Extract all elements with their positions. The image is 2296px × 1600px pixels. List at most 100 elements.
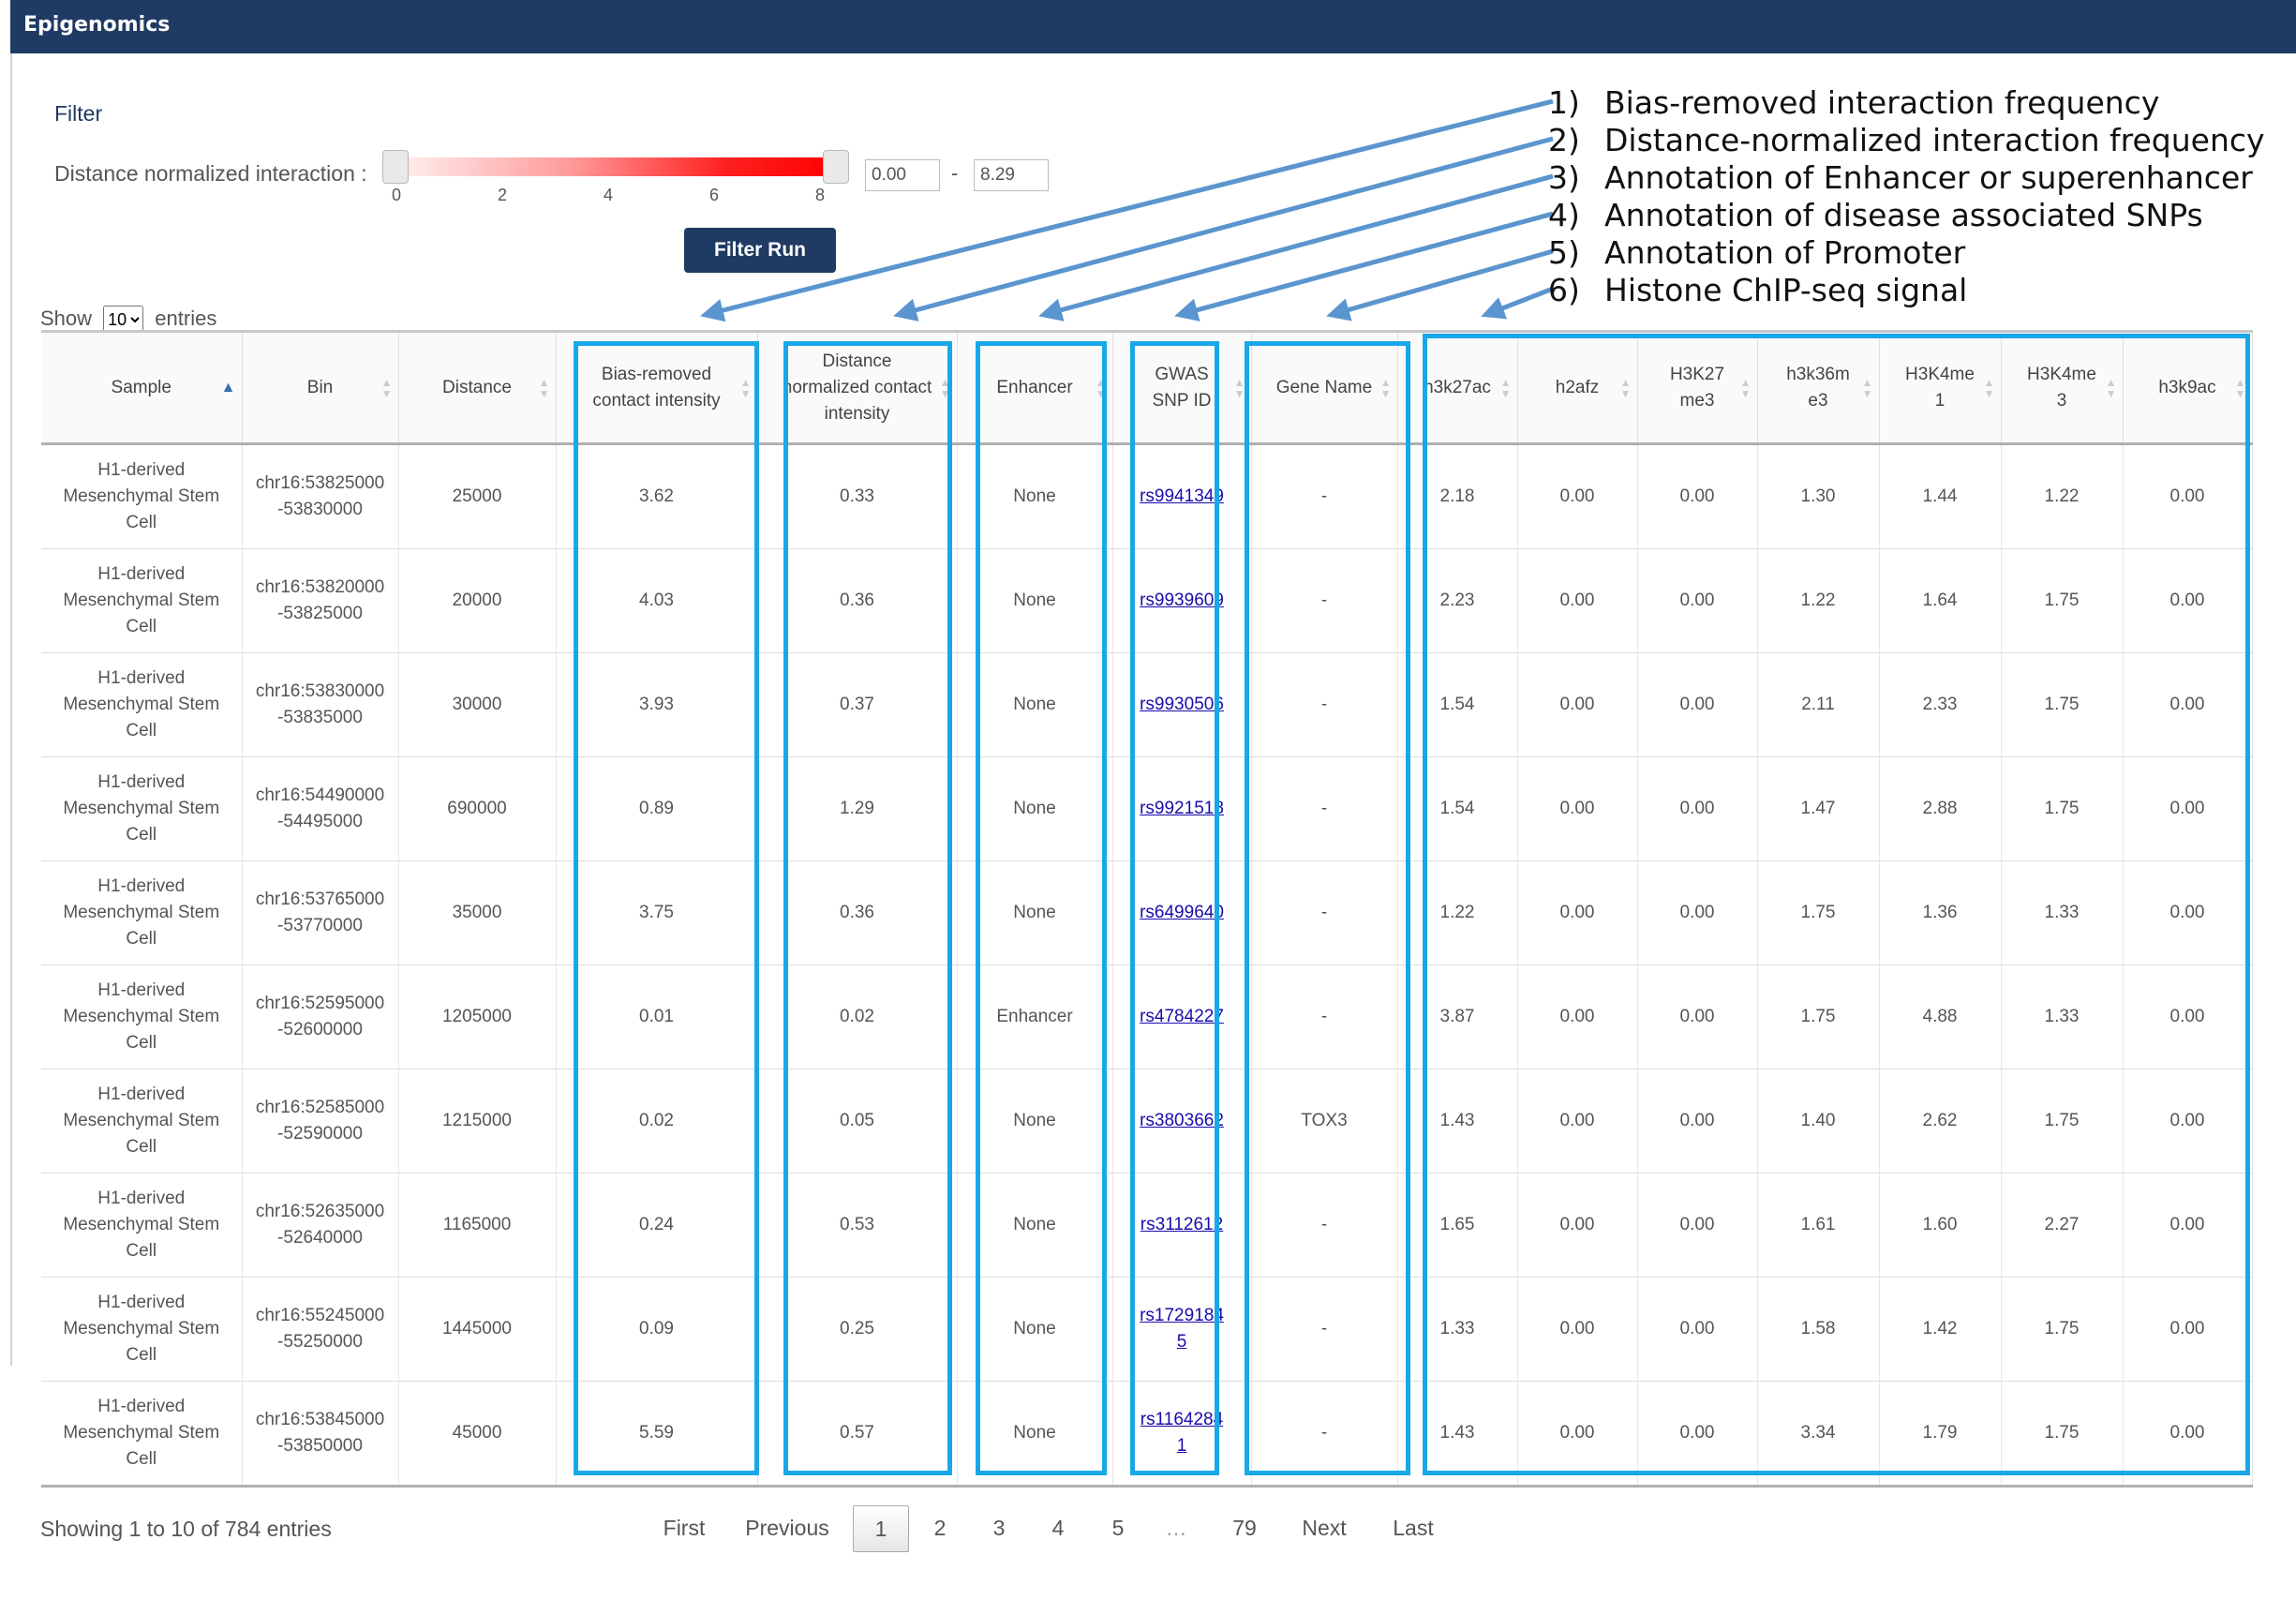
cell-gene-name: -: [1251, 756, 1398, 861]
arrow-6: [1481, 286, 1554, 320]
col-header-h3k4me3[interactable]: H3K4me 3 ▲ ▼: [2001, 330, 2124, 445]
snp-link[interactable]: rs1729184 5: [1140, 1306, 1224, 1352]
table-row: H1-derived Mesenchymal Stem Cell chr16:538…: [41, 548, 2253, 653]
show-label: Show: [40, 307, 93, 330]
col-header-distance-normalized[interactable]: Distance normalized contact intensity ▲ ▼: [757, 330, 958, 445]
cell-h3k36me3: 1.58: [1757, 1277, 1880, 1382]
highlight-box-distance-normalized: [783, 341, 952, 1475]
cell-h3k27ac: 1.54: [1397, 652, 1518, 757]
cell-sample: H1-derived Mesenchymal Stem Cell: [41, 1381, 243, 1488]
col-header-h3k27ac[interactable]: h3k27ac ▲ ▼: [1397, 330, 1518, 445]
distance-range-slider[interactable]: [394, 157, 836, 176]
cell-distance-normalized: 0.36: [757, 548, 958, 653]
snp-link[interactable]: rs9921518: [1140, 799, 1224, 818]
snp-link[interactable]: rs1164284 1: [1140, 1410, 1224, 1456]
arrow-1: [700, 98, 1554, 322]
pagination-page-5[interactable]: 5: [1111, 1516, 1125, 1540]
cell-enhancer: None: [957, 548, 1113, 653]
header-bar: Epigenomics: [10, 0, 2296, 53]
col-header-h3k4me1[interactable]: H3K4me 1 ▲ ▼: [1879, 330, 2002, 445]
pagination-page-2[interactable]: 2: [933, 1516, 947, 1540]
cell-gwas-snp: rs9921518: [1112, 756, 1252, 861]
cell-bias-removed: 0.02: [556, 1069, 758, 1174]
col-header-distance[interactable]: Distance ▲ ▼: [398, 330, 557, 445]
cell-h2afz: 0.00: [1517, 1173, 1638, 1278]
cell-bin: chr16:53825000 -53830000: [242, 443, 399, 549]
cell-h3k36me3: 1.40: [1757, 1069, 1880, 1174]
pagination-page-1[interactable]: 1: [853, 1505, 909, 1552]
cell-h3k36me3: 1.75: [1757, 964, 1880, 1069]
cell-h3k9ac: 0.00: [2123, 548, 2253, 653]
cell-h3k36me3: 1.22: [1757, 548, 1880, 653]
pagination-previous[interactable]: Previous: [745, 1516, 829, 1540]
entries-count-select[interactable]: 10: [103, 306, 144, 334]
cell-distance-normalized: 0.53: [757, 1173, 958, 1278]
range-max-input[interactable]: [974, 159, 1049, 191]
cell-h3k9ac: 0.00: [2123, 1069, 2253, 1174]
cell-h3k27me3: 0.00: [1637, 652, 1758, 757]
cell-enhancer: None: [957, 1277, 1113, 1382]
sort-icon: ▲ ▼: [1233, 375, 1245, 400]
slider-max-handle[interactable]: [823, 150, 849, 184]
table-row: H1-derived Mesenchymal Stem Cell chr16:537…: [41, 860, 2253, 965]
col-header-bias-removed[interactable]: Bias-removed contact intensity ▲ ▼: [556, 330, 758, 445]
pagination-page-4[interactable]: 4: [1051, 1516, 1065, 1540]
col-header-sample[interactable]: Sample ▲: [41, 330, 243, 445]
snp-link[interactable]: rs3803662: [1140, 1111, 1224, 1130]
slider-tick: 0: [392, 186, 402, 204]
pagination-first[interactable]: First: [663, 1516, 706, 1540]
annotation-1: 1) Bias-removed interaction frequency: [1548, 84, 2160, 121]
cell-h3k27me3: 0.00: [1637, 964, 1758, 1069]
cell-bin: chr16:55245000 -55250000: [242, 1277, 399, 1382]
cell-h2afz: 0.00: [1517, 443, 1638, 549]
sort-asc-icon: ▲: [220, 379, 236, 396]
cell-h3k4me3: 1.75: [2001, 548, 2124, 653]
pagination-last[interactable]: Last: [1393, 1516, 1434, 1540]
col-header-h3k27me3[interactable]: H3K27 me3 ▲ ▼: [1637, 330, 1758, 445]
snp-link[interactable]: rs9939609: [1140, 591, 1224, 610]
col-header-enhancer[interactable]: Enhancer ▲ ▼: [957, 330, 1113, 445]
col-header-h3k36me3[interactable]: h3k36m e3 ▲ ▼: [1757, 330, 1880, 445]
cell-h3k36me3: 1.47: [1757, 756, 1880, 861]
col-header-h2afz[interactable]: h2afz ▲ ▼: [1517, 330, 1638, 445]
pagination-next[interactable]: Next: [1302, 1516, 1347, 1540]
cell-gene-name: -: [1251, 652, 1398, 757]
cell-bias-removed: 3.62: [556, 443, 758, 549]
cell-h2afz: 0.00: [1517, 652, 1638, 757]
cell-h3k4me3: 1.22: [2001, 443, 2124, 549]
pagination-page-3[interactable]: 3: [992, 1516, 1006, 1540]
cell-distance-normalized: 0.36: [757, 860, 958, 965]
sort-icon: ▲ ▼: [1983, 375, 1995, 400]
slider-tick: 4: [604, 186, 614, 204]
cell-h3k4me3: 1.75: [2001, 1381, 2124, 1488]
snp-link[interactable]: rs9941349: [1140, 486, 1224, 506]
range-min-input[interactable]: [865, 159, 940, 191]
cell-gene-name: -: [1251, 1277, 1398, 1382]
snp-link[interactable]: rs9930506: [1140, 695, 1224, 714]
cell-gwas-snp: rs9941349: [1112, 443, 1252, 549]
cell-distance: 35000: [398, 860, 557, 965]
col-header-h3k9ac[interactable]: h3k9ac ▲ ▼: [2123, 330, 2253, 445]
cell-h3k27ac: 2.18: [1397, 443, 1518, 549]
snp-link[interactable]: rs4784227: [1140, 1007, 1224, 1026]
cell-distance-normalized: 0.05: [757, 1069, 958, 1174]
col-header-gwas-snp-id[interactable]: GWAS SNP ID ▲ ▼: [1112, 330, 1252, 445]
cell-sample: H1-derived Mesenchymal Stem Cell: [41, 860, 243, 965]
table-row: H1-derived Mesenchymal Stem Cell chr16:538…: [41, 1381, 2253, 1488]
snp-link[interactable]: rs6499640: [1140, 903, 1224, 922]
pagination-page-79[interactable]: 79: [1232, 1516, 1257, 1540]
cell-bias-removed: 0.89: [556, 756, 758, 861]
cell-h3k4me1: 1.64: [1879, 548, 2002, 653]
slider-min-handle[interactable]: [382, 150, 409, 184]
cell-bin: chr16:53830000 -53835000: [242, 652, 399, 757]
cell-h2afz: 0.00: [1517, 1069, 1638, 1174]
page-title: Epigenomics: [23, 13, 171, 37]
cell-gwas-snp: rs9939609: [1112, 548, 1252, 653]
col-header-bin[interactable]: Bin ▲ ▼: [242, 330, 399, 445]
col-header-gene-name[interactable]: Gene Name ▲ ▼: [1251, 330, 1398, 445]
cell-distance-normalized: 0.02: [757, 964, 958, 1069]
cell-bias-removed: 3.75: [556, 860, 758, 965]
filter-run-button[interactable]: Filter Run: [684, 228, 836, 273]
snp-link[interactable]: rs3112612: [1140, 1215, 1224, 1234]
cell-gene-name: -: [1251, 964, 1398, 1069]
